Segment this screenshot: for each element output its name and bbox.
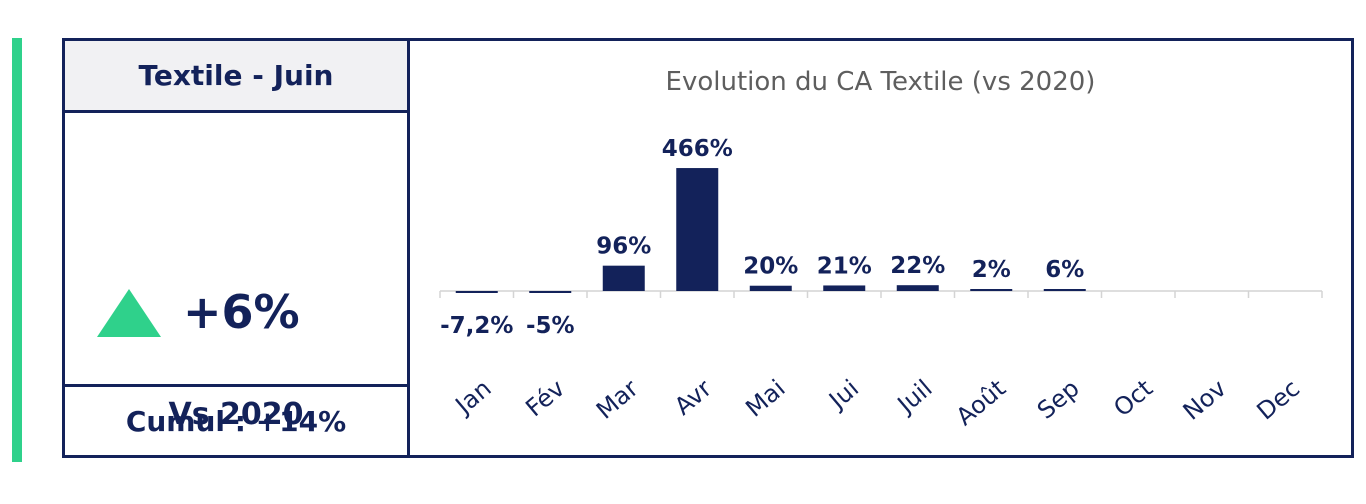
bar-jui: [823, 285, 866, 291]
x-tick-label-jui: Jui: [822, 374, 864, 415]
x-tick-label-fév: Fév: [520, 374, 570, 422]
bar-avr: [676, 168, 719, 291]
x-tick-label-jan: Jan: [449, 374, 497, 421]
bar-juil: [896, 285, 939, 291]
x-tick-label-avr: Avr: [669, 374, 717, 421]
x-tick-label-sep: Sep: [1032, 374, 1085, 425]
kpi-main: +6% Vs 2020: [65, 113, 407, 432]
data-label-juil: 22%: [890, 253, 945, 279]
x-tick-label-août: Août: [951, 374, 1011, 431]
kpi-value: +6%: [183, 285, 300, 339]
data-label-août: 2%: [972, 257, 1011, 283]
up-triangle-icon: [97, 289, 161, 337]
bar-sep: [1043, 289, 1086, 291]
kpi-cumul: Cumul : +14%: [125, 404, 347, 438]
x-tick-label-juil: Juil: [891, 374, 938, 420]
data-label-jui: 21%: [817, 253, 872, 279]
data-label-fév: -5%: [526, 313, 575, 339]
chart-panel: Evolution du CA Textile (vs 2020) -7,2% J…: [410, 38, 1354, 458]
data-label-mai: 20%: [743, 254, 798, 280]
x-tick-label-mar: Mar: [591, 374, 644, 425]
accent-bar: [12, 38, 22, 462]
kpi-comparison-label: Vs 2020: [168, 397, 304, 432]
x-tick-label-nov: Nov: [1178, 374, 1232, 426]
bar-août: [970, 289, 1013, 291]
data-label-mar: 96%: [596, 234, 651, 260]
bar-chart: -7,2% Jan -5% Fév 96% Mar 466% Avr 20% Mai 21% Jui 2…: [439, 136, 1323, 431]
data-label-sep: 6%: [1045, 257, 1084, 283]
kpi-card: Textile - Juin +6% Vs 2020 Cumul : +14%: [62, 38, 410, 458]
data-label-jan: -7,2%: [440, 313, 513, 339]
x-tick-label-mai: Mai: [740, 374, 790, 423]
x-tick-label-dec: Dec: [1252, 374, 1306, 425]
bar-mai: [749, 285, 792, 291]
chart-title: Evolution du CA Textile (vs 2020): [665, 67, 1096, 97]
bar-mar: [602, 265, 645, 291]
bar-jan: [455, 291, 498, 293]
x-tick-label-oct: Oct: [1108, 374, 1158, 422]
kpi-header: Textile - Juin: [65, 41, 407, 113]
data-label-avr: 466%: [662, 136, 733, 162]
bar-fév: [529, 291, 572, 293]
